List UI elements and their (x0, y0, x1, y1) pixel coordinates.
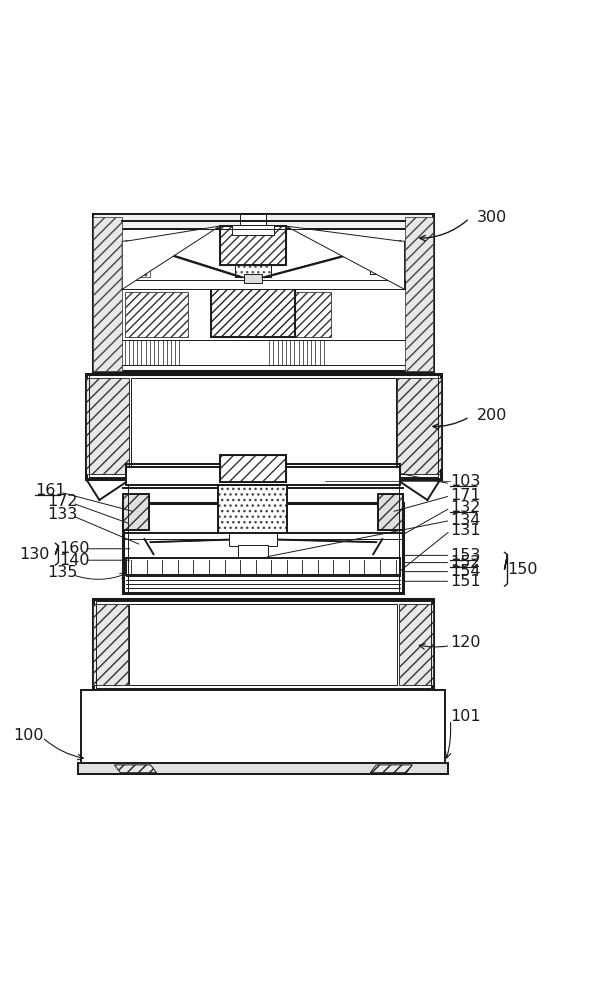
Polygon shape (122, 226, 220, 289)
Bar (378, 494, 403, 530)
Bar (93, 599, 433, 690)
Bar (93, 604, 128, 685)
Text: 151: 151 (450, 574, 481, 589)
Text: 200: 200 (477, 408, 507, 423)
Bar (235, 247, 271, 277)
Bar (218, 485, 287, 533)
Text: 161: 161 (35, 483, 66, 498)
Text: 134: 134 (450, 513, 480, 528)
Bar (86, 374, 441, 479)
Bar (240, 214, 266, 227)
Text: 153: 153 (450, 548, 480, 563)
Bar (96, 601, 431, 688)
Bar (399, 604, 433, 685)
Bar (89, 375, 438, 477)
Bar (370, 250, 394, 274)
Bar (129, 604, 397, 685)
Bar (126, 558, 400, 575)
Text: 150: 150 (507, 562, 538, 577)
Polygon shape (370, 765, 412, 773)
Bar (123, 494, 149, 530)
Bar (126, 467, 400, 485)
Text: 152: 152 (450, 555, 481, 570)
Bar (268, 292, 331, 337)
Text: 120: 120 (450, 635, 481, 650)
Bar (370, 250, 394, 274)
Bar (93, 217, 122, 371)
Text: 172: 172 (47, 494, 78, 509)
Bar (123, 494, 149, 530)
Bar (211, 283, 295, 337)
Bar (220, 455, 286, 482)
Text: 133: 133 (47, 507, 77, 522)
Bar (126, 256, 150, 277)
Text: 135: 135 (47, 565, 77, 580)
Bar (220, 455, 286, 482)
Bar (238, 545, 268, 557)
Bar (93, 214, 433, 371)
Bar (131, 378, 396, 474)
Bar (122, 280, 405, 289)
Bar (229, 533, 277, 546)
Bar (378, 494, 403, 530)
Bar (81, 690, 445, 765)
Text: 101: 101 (450, 709, 481, 724)
Bar (126, 256, 150, 277)
Text: 160: 160 (59, 541, 90, 556)
Text: 131: 131 (450, 523, 481, 538)
Text: 100: 100 (13, 728, 44, 743)
Text: 130: 130 (19, 547, 49, 562)
Text: 103: 103 (450, 474, 480, 489)
Bar (218, 485, 287, 533)
Bar (235, 247, 271, 277)
Text: 171: 171 (450, 488, 481, 503)
Text: 300: 300 (477, 210, 507, 225)
Bar (220, 226, 286, 265)
Polygon shape (286, 226, 405, 289)
Bar (244, 274, 262, 283)
Bar (125, 292, 188, 337)
Text: 154: 154 (450, 564, 481, 579)
Bar (397, 378, 441, 474)
Bar (78, 763, 448, 774)
Bar (220, 226, 286, 265)
Text: 140: 140 (59, 553, 90, 568)
Bar (211, 283, 295, 337)
Bar (405, 217, 433, 371)
Bar (86, 378, 129, 474)
Bar (123, 503, 403, 593)
Bar (232, 225, 274, 235)
Polygon shape (114, 765, 157, 773)
Bar (93, 214, 433, 229)
Text: 132: 132 (450, 500, 480, 515)
